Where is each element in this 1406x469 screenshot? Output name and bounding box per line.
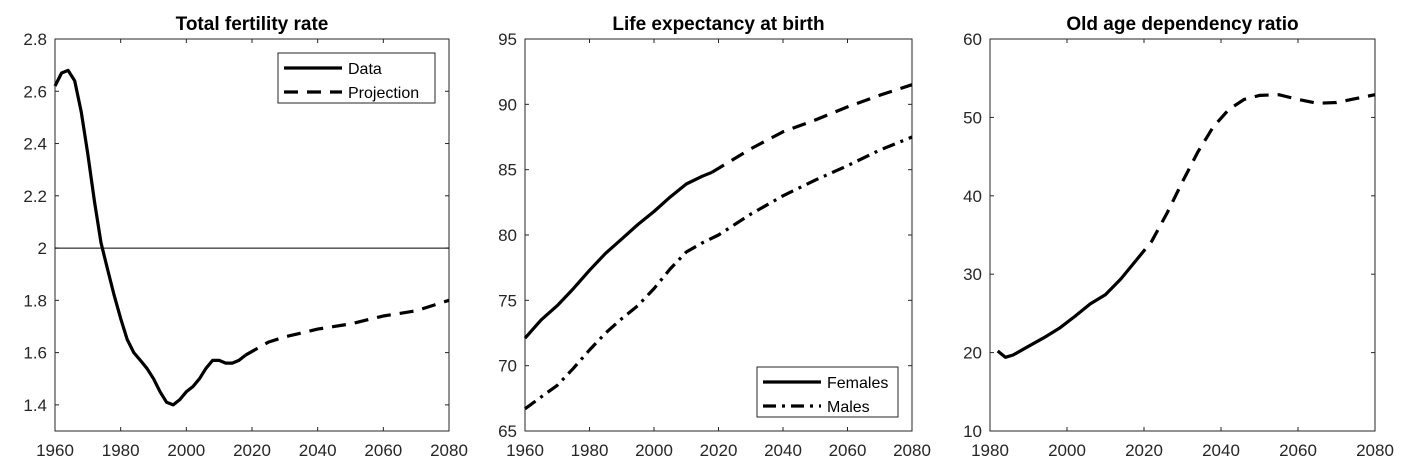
chart-panel-1: Total fertility rate 1960 1980 2000 2020 2040… xyxy=(23,14,468,460)
legend-label: Projection xyxy=(348,85,419,102)
x-tick-label: 2060 xyxy=(1279,441,1317,460)
chart-title: Life expectancy at birth xyxy=(612,14,824,35)
y-tick-label: 85 xyxy=(498,161,517,180)
x-tick-label: 2020 xyxy=(1125,441,1163,460)
plot-area xyxy=(989,38,1376,432)
x-tick-label: 2080 xyxy=(430,441,468,460)
plot-area xyxy=(54,38,450,432)
x-tick-label: 2040 xyxy=(299,441,337,460)
x-tick-label: 1960 xyxy=(506,441,544,460)
y-tick-label: 90 xyxy=(498,95,517,114)
legend-label: Females xyxy=(827,375,888,392)
legend-box xyxy=(756,366,899,418)
x-tick-label: 2020 xyxy=(233,441,271,460)
legend: Females Males xyxy=(756,366,899,418)
x-tick-label: 2000 xyxy=(635,441,673,460)
x-tick-label: 2080 xyxy=(893,441,931,460)
x-tick-label: 1980 xyxy=(971,441,1009,460)
y-tick-label: 2.4 xyxy=(23,135,47,154)
x-tick-label: 2060 xyxy=(829,441,867,460)
legend-label: Data xyxy=(348,61,382,78)
x-tick-label: 1980 xyxy=(571,441,609,460)
y-tick-label: 2.2 xyxy=(23,187,47,206)
y-tick-label: 2 xyxy=(38,239,47,258)
y-tick-label: 20 xyxy=(963,344,982,363)
legend: Data Projection xyxy=(277,52,436,104)
series-line-males xyxy=(524,135,913,411)
x-tick-label: 2080 xyxy=(1356,441,1394,460)
x-tick-label: 2020 xyxy=(700,441,738,460)
legend-box xyxy=(277,52,436,104)
series-line-dashed-1 xyxy=(711,83,913,174)
x-tick-label: 2000 xyxy=(167,441,205,460)
y-tick-label: 30 xyxy=(963,265,982,284)
y-tick-label: 65 xyxy=(498,422,517,441)
y-tick-label: 75 xyxy=(498,291,517,310)
series-line-data xyxy=(53,68,247,407)
y-tick-label: 10 xyxy=(963,422,982,441)
y-tick-label: 95 xyxy=(498,30,517,49)
y-tick-label: 1.4 xyxy=(23,396,47,415)
chart-title: Total fertility rate xyxy=(176,14,329,35)
x-tick-label: 2060 xyxy=(364,441,402,460)
y-tick-label: 50 xyxy=(963,108,982,127)
series-line-projection xyxy=(244,298,450,357)
series-line-solid-0 xyxy=(996,259,1138,359)
y-tick-label: 70 xyxy=(498,357,517,376)
y-tick-label: 60 xyxy=(963,30,982,49)
y-tick-label: 1.6 xyxy=(23,344,47,363)
chart-panel-2: Life expectancy at birth 1960 1980 2000 2020… xyxy=(498,14,931,460)
chart-title: Old age dependency ratio xyxy=(1066,14,1298,35)
x-tick-label: 1980 xyxy=(102,441,140,460)
x-tick-label: 2000 xyxy=(1048,441,1086,460)
x-tick-label: 2040 xyxy=(764,441,802,460)
x-tick-label: 1960 xyxy=(36,441,74,460)
legend-label: Males xyxy=(827,399,870,416)
y-tick-label: 80 xyxy=(498,226,517,245)
y-tick-label: 40 xyxy=(963,187,982,206)
series-line-females xyxy=(523,170,713,340)
y-tick-label: 2.8 xyxy=(23,30,47,49)
y-tick-label: 1.8 xyxy=(23,291,47,310)
series-line-dashed-1 xyxy=(1135,93,1376,262)
y-tick-label: 2.6 xyxy=(23,82,47,101)
x-tick-label: 2040 xyxy=(1202,441,1240,460)
